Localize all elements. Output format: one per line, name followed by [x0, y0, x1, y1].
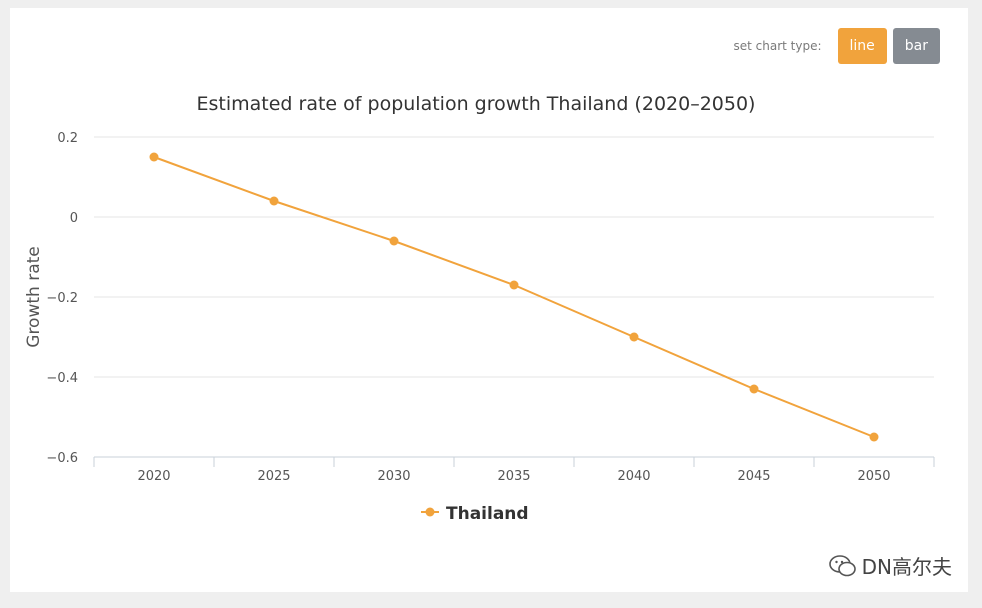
data-point[interactable]	[869, 432, 879, 442]
legend-dot-marker	[425, 507, 435, 517]
bar-chart-button[interactable]: bar	[892, 28, 940, 64]
x-tick-label: 2045	[737, 469, 770, 484]
y-tick-label: −0.6	[46, 451, 78, 466]
x-tick-label: 2040	[617, 469, 650, 484]
data-point[interactable]	[509, 280, 519, 290]
x-tick-label: 2020	[137, 469, 170, 484]
watermark-text: DN高尔夫	[861, 555, 952, 579]
data-point[interactable]	[149, 152, 159, 162]
data-point[interactable]	[389, 236, 399, 246]
y-tick-label: −0.4	[46, 371, 78, 386]
chart-type-label: set chart type:	[733, 39, 822, 53]
legend-label-thailand[interactable]: Thailand	[446, 504, 529, 524]
x-tick-label: 2030	[377, 469, 410, 484]
y-tick-label: −0.2	[46, 291, 78, 306]
y-tick-label: 0	[70, 211, 78, 226]
data-point[interactable]	[629, 332, 639, 342]
data-point[interactable]	[749, 384, 759, 394]
chart-type-controls: set chart type: line bar	[733, 28, 940, 64]
data-point[interactable]	[269, 196, 279, 206]
x-tick-label: 2035	[497, 469, 530, 484]
chart-title: Estimated rate of population growth Thai…	[197, 93, 756, 115]
line-chart-button[interactable]: line	[837, 28, 887, 64]
wechat-icon	[828, 554, 856, 576]
x-tick-label: 2025	[257, 469, 290, 484]
y-tick-label: 0.2	[57, 131, 78, 146]
chart-container: set chart type: line bar	[10, 8, 968, 592]
y-axis-label: Growth rate	[24, 246, 44, 347]
x-tick-label: 2050	[857, 469, 890, 484]
legend[interactable]: Thailand	[421, 504, 529, 524]
watermark: DN高尔夫	[828, 551, 952, 580]
